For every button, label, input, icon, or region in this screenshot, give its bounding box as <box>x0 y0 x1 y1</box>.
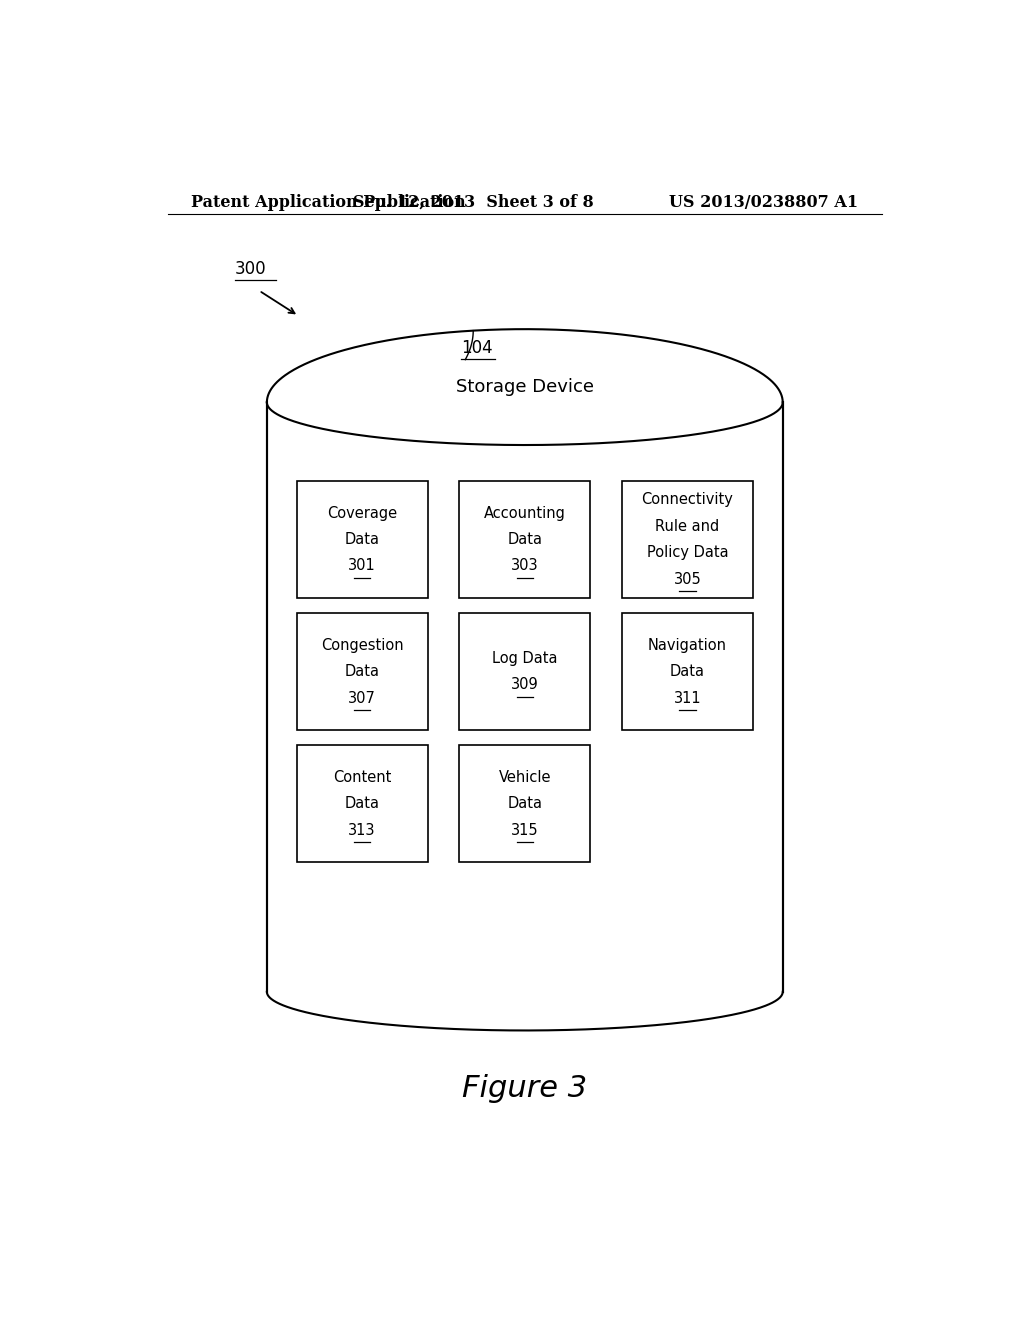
Polygon shape <box>267 329 782 445</box>
Text: 313: 313 <box>348 822 376 838</box>
Text: Data: Data <box>670 664 705 680</box>
FancyBboxPatch shape <box>622 480 753 598</box>
Text: Content: Content <box>333 770 391 785</box>
Text: 309: 309 <box>511 677 539 693</box>
Text: 301: 301 <box>348 558 376 573</box>
Text: Storage Device: Storage Device <box>456 378 594 396</box>
Text: Coverage: Coverage <box>327 506 397 520</box>
Text: 311: 311 <box>674 690 701 706</box>
Text: 303: 303 <box>511 558 539 573</box>
Text: Congestion: Congestion <box>321 638 403 653</box>
Text: Log Data: Log Data <box>493 651 557 667</box>
Text: Data: Data <box>507 532 543 546</box>
FancyBboxPatch shape <box>460 480 590 598</box>
Text: Navigation: Navigation <box>648 638 727 653</box>
Text: Data: Data <box>345 532 380 546</box>
Text: Patent Application Publication: Patent Application Publication <box>191 194 466 211</box>
Text: Sep. 12, 2013  Sheet 3 of 8: Sep. 12, 2013 Sheet 3 of 8 <box>353 194 594 211</box>
Text: Data: Data <box>345 796 380 812</box>
FancyBboxPatch shape <box>297 746 428 862</box>
FancyBboxPatch shape <box>297 480 428 598</box>
Text: Vehicle: Vehicle <box>499 770 551 785</box>
FancyBboxPatch shape <box>460 614 590 730</box>
Text: Policy Data: Policy Data <box>647 545 728 560</box>
Text: 300: 300 <box>236 260 267 279</box>
Text: US 2013/0238807 A1: US 2013/0238807 A1 <box>669 194 858 211</box>
Text: Connectivity: Connectivity <box>642 492 733 507</box>
Text: 305: 305 <box>674 572 701 586</box>
Text: 315: 315 <box>511 822 539 838</box>
Text: 307: 307 <box>348 690 376 706</box>
Text: Data: Data <box>345 664 380 680</box>
Text: Data: Data <box>507 796 543 812</box>
Text: Figure 3: Figure 3 <box>462 1074 588 1104</box>
FancyBboxPatch shape <box>622 614 753 730</box>
Polygon shape <box>267 991 782 1031</box>
Text: Rule and: Rule and <box>655 519 720 533</box>
FancyBboxPatch shape <box>297 614 428 730</box>
Text: 104: 104 <box>461 339 493 356</box>
FancyBboxPatch shape <box>460 746 590 862</box>
Text: Accounting: Accounting <box>484 506 565 520</box>
Polygon shape <box>267 403 782 991</box>
